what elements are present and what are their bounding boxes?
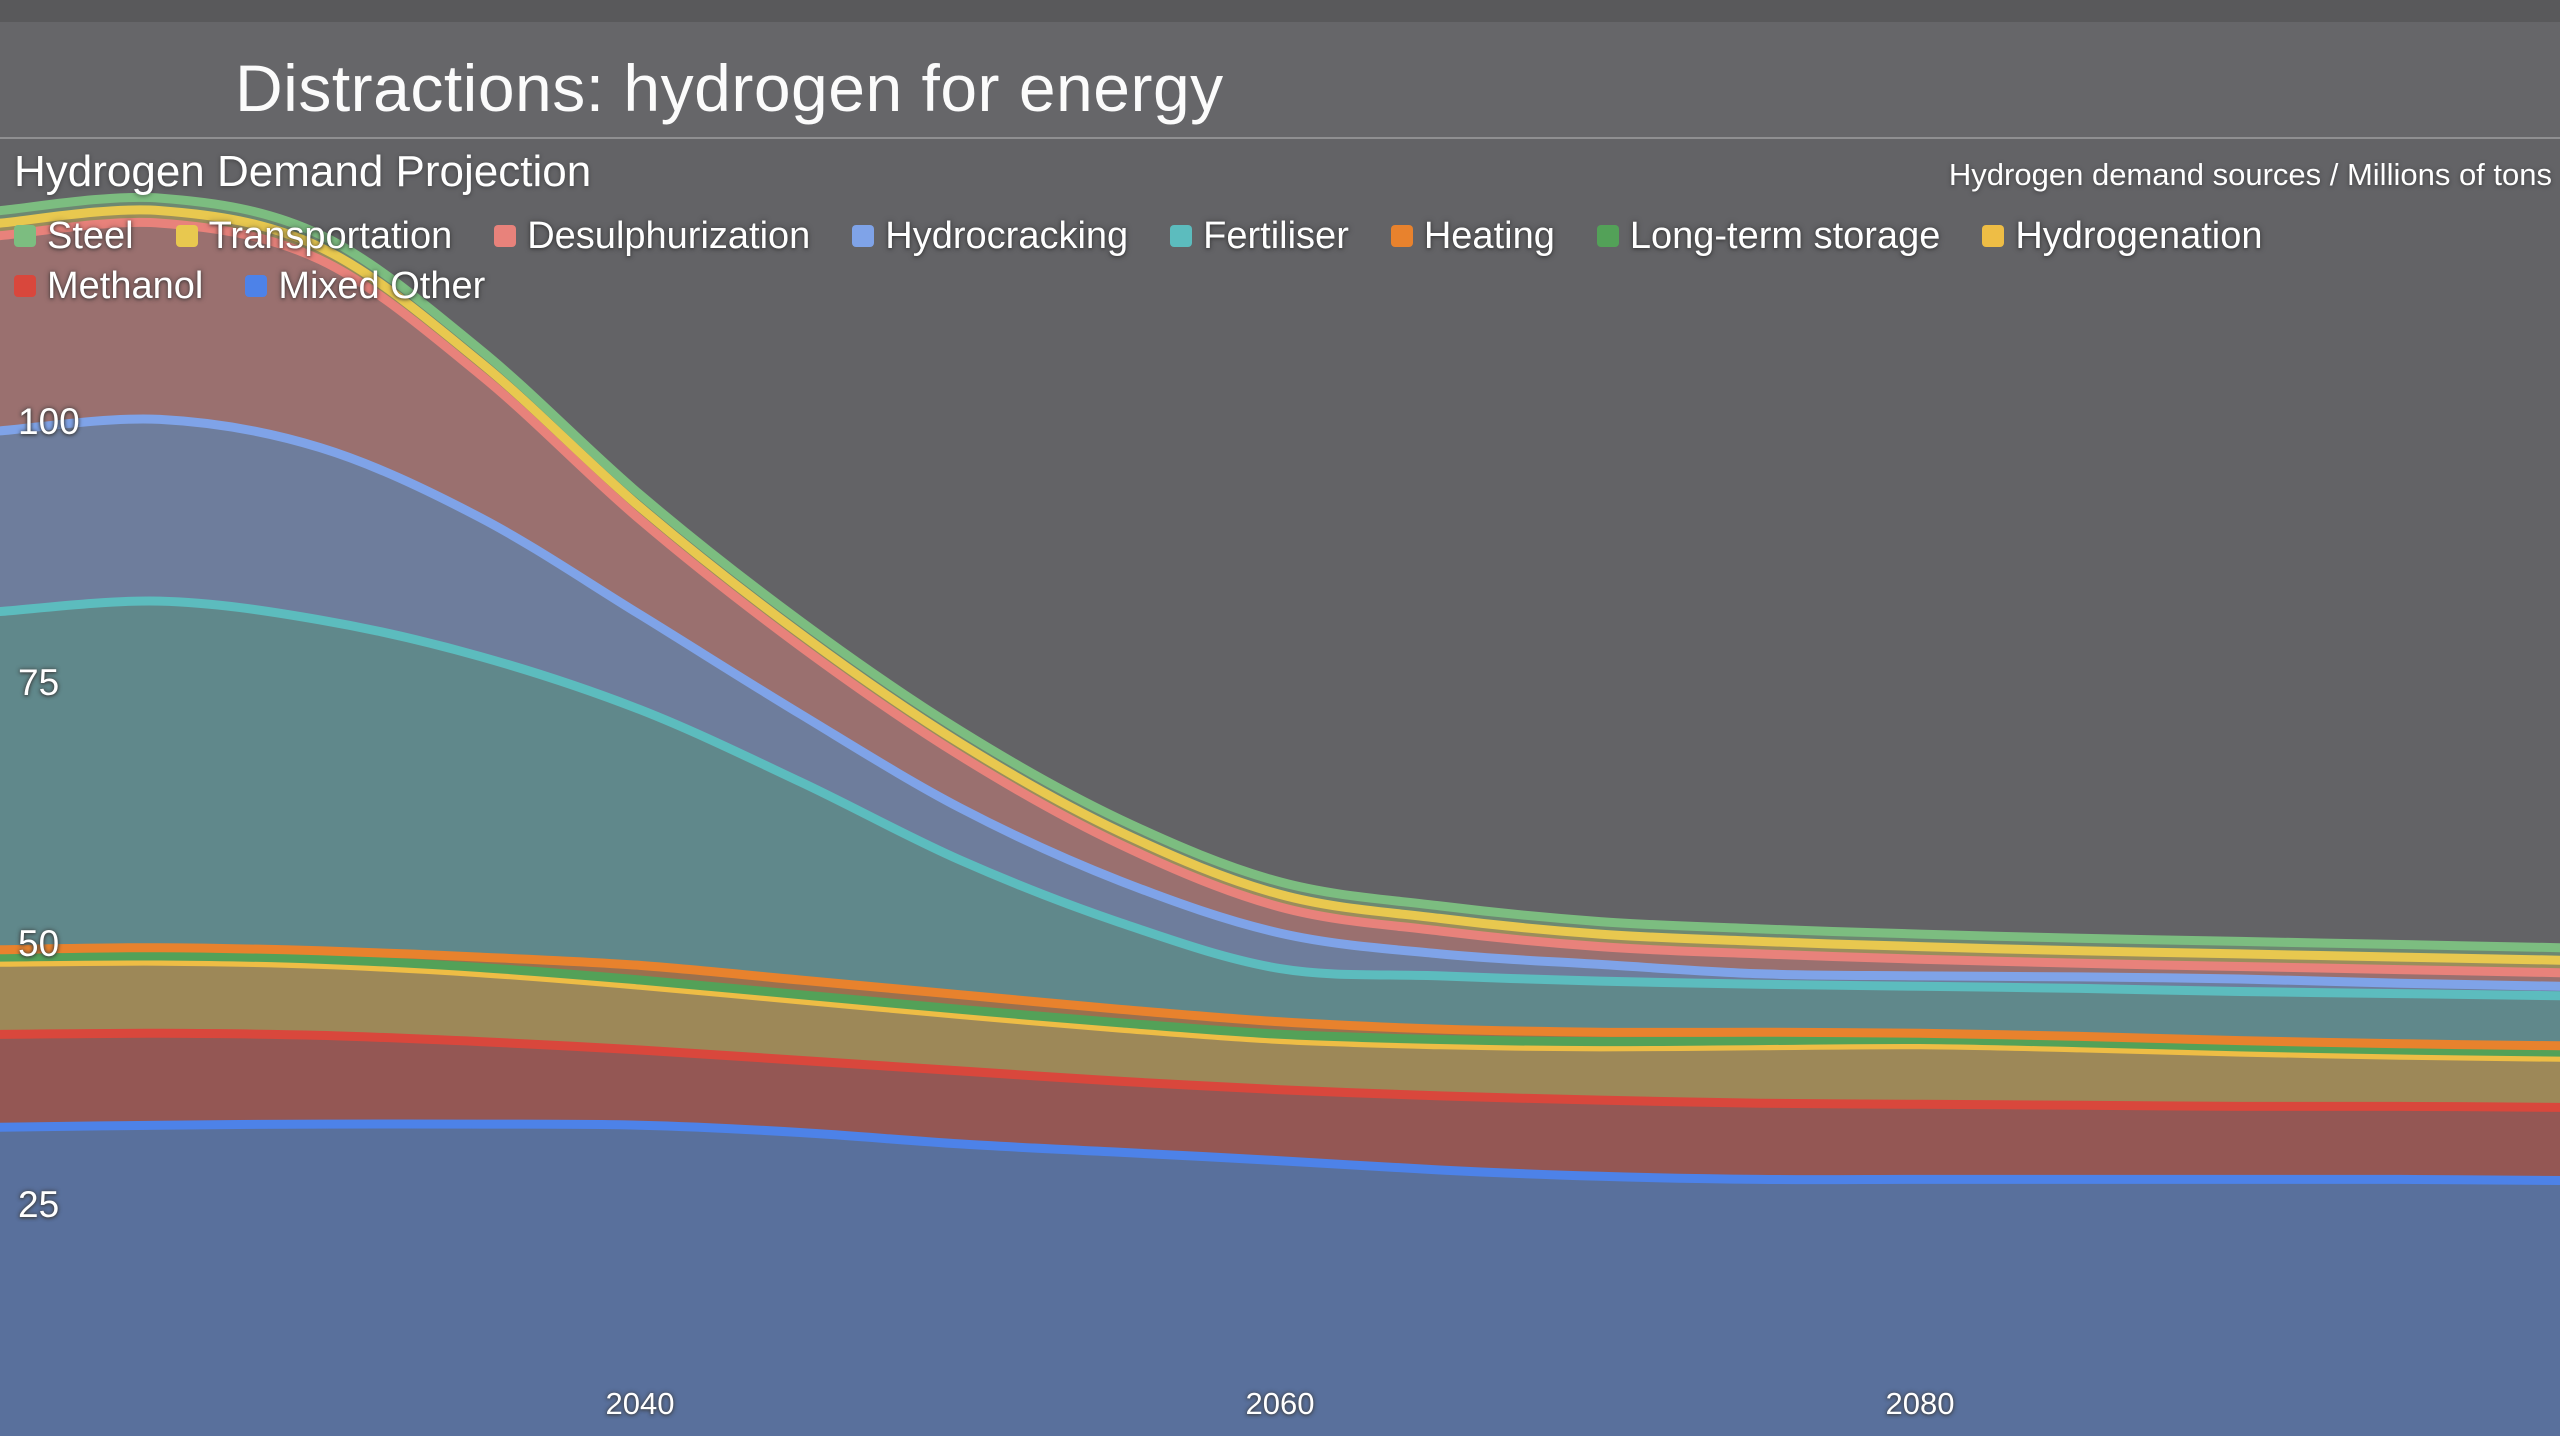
legend-item-fertiliser[interactable]: Fertiliser bbox=[1170, 217, 1349, 255]
y-tick-label: 50 bbox=[18, 922, 60, 964]
y-tick-label: 25 bbox=[18, 1183, 60, 1225]
area-fill-methanol[interactable] bbox=[0, 1033, 2560, 1181]
legend-label: Fertiliser bbox=[1203, 215, 1349, 257]
series-line-steel[interactable] bbox=[0, 192, 2560, 953]
legend-label: Hydrocracking bbox=[885, 215, 1129, 257]
legend-swatch-icon bbox=[1596, 225, 1619, 247]
page-title: Distractions: hydrogen for energy bbox=[235, 51, 1224, 125]
legend-label: Desulphurization bbox=[527, 215, 811, 257]
chart-region: Hydrogen Demand Projection Hydrogen dema… bbox=[0, 139, 2560, 1436]
header-divider bbox=[0, 137, 2560, 139]
legend-label: Mixed Other bbox=[278, 265, 486, 307]
legend-swatch-icon bbox=[1390, 225, 1413, 247]
legend-item-methanol[interactable]: Methanol bbox=[14, 267, 203, 305]
legend-label: Heating bbox=[1423, 215, 1555, 257]
legend-label: Long-term storage bbox=[1629, 215, 1941, 257]
area-fill-desulphurization[interactable] bbox=[0, 222, 2560, 987]
series-line-long-term-storage[interactable] bbox=[0, 951, 2560, 1057]
legend-swatch-icon bbox=[1170, 225, 1193, 247]
chart-legend: Steel Transportation Desulphurization Hydro… bbox=[14, 217, 2556, 317]
legend-item-heating[interactable]: Heating bbox=[1390, 215, 1555, 257]
legend-swatch-icon bbox=[852, 225, 875, 247]
legend-item-transportation[interactable]: Transportation bbox=[175, 215, 453, 257]
legend-item-hydrocracking[interactable]: Hydrocracking bbox=[852, 217, 1128, 255]
series-line-heating[interactable] bbox=[0, 943, 2560, 1051]
stacked-area-chart[interactable] bbox=[0, 139, 2560, 1436]
area-fill-hydrocracking[interactable] bbox=[0, 418, 2560, 996]
series-line-hydrocracking[interactable] bbox=[0, 414, 2560, 991]
legend-label: Steel bbox=[47, 215, 134, 257]
x-tick-label: 2060 bbox=[1245, 1386, 1315, 1421]
legend-swatch-icon bbox=[1982, 225, 2005, 247]
y-tick-label: 100 bbox=[18, 400, 80, 442]
legend-label: Methanol bbox=[47, 265, 204, 307]
area-fill-mixed-other[interactable] bbox=[0, 1123, 2560, 1436]
series-line-mixed-other[interactable] bbox=[0, 1119, 2560, 1185]
x-tick-label: 2040 bbox=[605, 1386, 675, 1421]
legend-item-desulphurization[interactable]: Desulphurization bbox=[494, 217, 810, 255]
area-fill-heating[interactable] bbox=[0, 947, 2560, 1053]
legend-label: Transportation bbox=[208, 215, 453, 257]
legend-item-mixed-other[interactable]: Mixed Other bbox=[245, 267, 485, 305]
y-tick-label: 75 bbox=[18, 661, 60, 703]
area-fill-hydrogenation[interactable] bbox=[0, 961, 2560, 1108]
y-axis-unit-label: Hydrogen demand sources / Millions of to… bbox=[1948, 157, 2552, 192]
legend-swatch-icon bbox=[245, 275, 268, 297]
legend-item-hydrogenation[interactable]: Hydrogenation bbox=[1982, 215, 2263, 257]
x-tick-label: 2080 bbox=[1885, 1386, 1955, 1421]
series-line-methanol[interactable] bbox=[0, 1028, 2560, 1112]
legend-item-long-term-storage[interactable]: Long-term storage bbox=[1596, 215, 1941, 257]
legend-swatch-icon bbox=[14, 275, 36, 297]
page-header: Distractions: hydrogen for energy bbox=[0, 22, 2560, 137]
window-top-strip bbox=[0, 0, 2560, 22]
legend-swatch-icon bbox=[175, 225, 198, 247]
series-line-desulphurization[interactable] bbox=[0, 217, 2560, 978]
chart-title: Hydrogen Demand Projection bbox=[14, 147, 592, 196]
legend-label: Hydrogenation bbox=[2015, 215, 2263, 257]
series-line-transportation[interactable] bbox=[0, 205, 2560, 965]
legend-swatch-icon bbox=[494, 225, 517, 247]
legend-row: Steel Transportation Desulphurization Hydro… bbox=[14, 217, 2556, 255]
series-line-hydrogenation[interactable] bbox=[0, 956, 2560, 1062]
legend-row: Methanol Mixed Other bbox=[14, 267, 2556, 305]
series-line-fertiliser[interactable] bbox=[0, 596, 2560, 1001]
legend-item-steel[interactable]: Steel bbox=[14, 217, 134, 255]
legend-swatch-icon bbox=[14, 225, 36, 247]
